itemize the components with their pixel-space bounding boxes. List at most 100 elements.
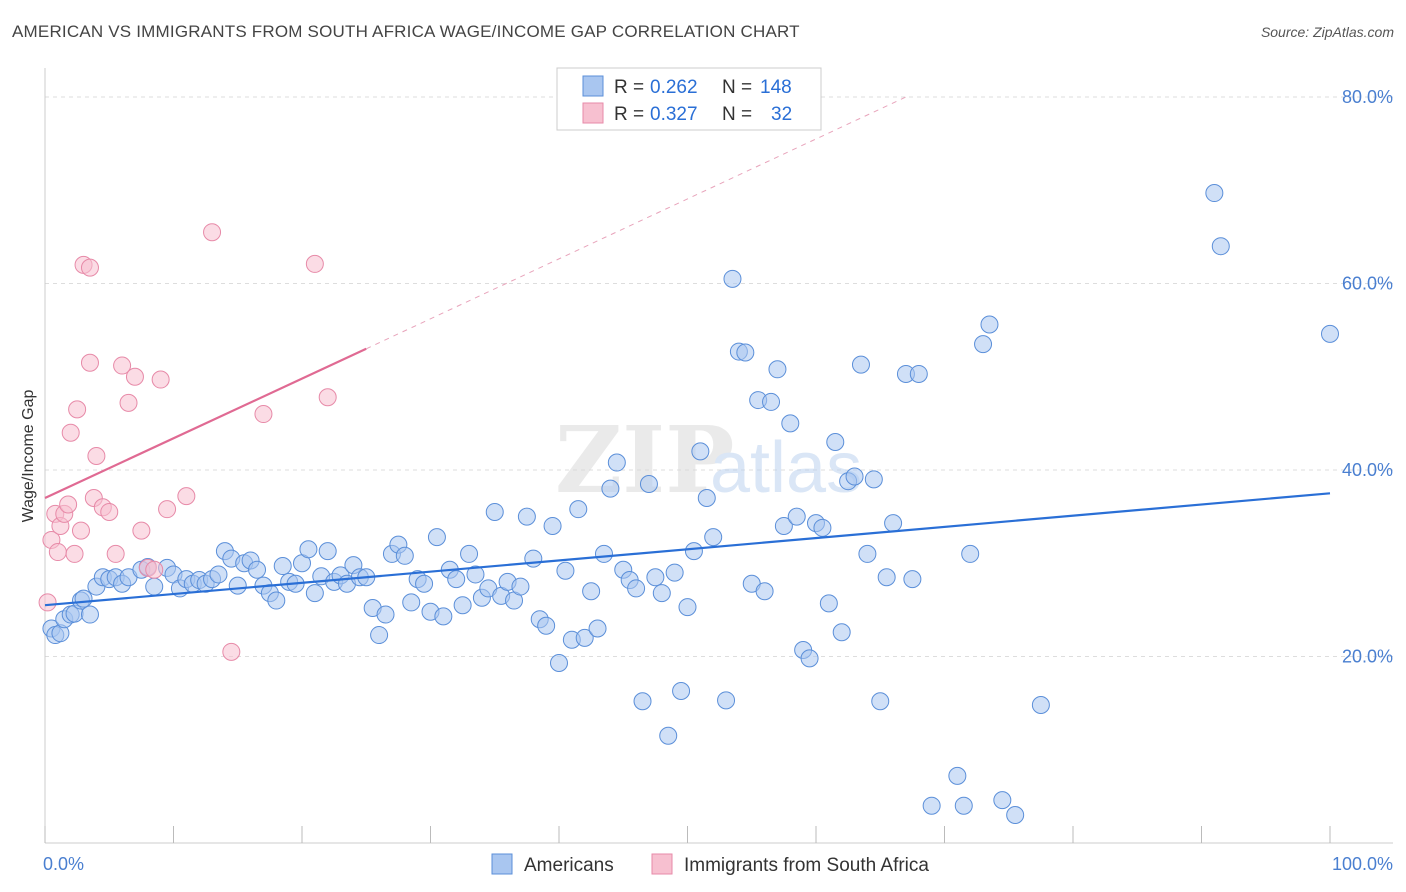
south-africa-point <box>318 388 337 407</box>
american-point <box>305 584 324 603</box>
american-point <box>633 692 652 711</box>
american-point <box>273 557 292 576</box>
series-legend: Americans Immigrants from South Africa <box>491 853 929 876</box>
american-point <box>948 766 967 785</box>
south-africa-point <box>87 447 106 466</box>
legend-r-label-2: R = <box>614 104 644 125</box>
x-tick-label: 100.0% <box>1332 854 1393 874</box>
american-point <box>427 528 446 547</box>
american-point <box>537 616 556 635</box>
bottom-legend-label-americans: Americans <box>524 855 614 876</box>
american-point <box>871 692 890 711</box>
american-point <box>267 591 286 610</box>
legend-swatch-south-africa <box>582 102 604 124</box>
south-africa-point <box>222 642 241 661</box>
american-point <box>575 628 594 647</box>
american-point <box>582 582 601 601</box>
american-point <box>851 355 870 374</box>
south-africa-trend-line <box>44 347 367 499</box>
american-point <box>993 791 1012 810</box>
legend-n-value-1: 148 <box>760 77 792 98</box>
american-point <box>961 544 980 563</box>
south-africa-point <box>80 258 99 277</box>
american-point <box>672 682 691 701</box>
american-point <box>594 544 613 563</box>
americans-trend-line <box>44 492 1331 607</box>
american-point <box>588 619 607 638</box>
american-point <box>485 502 504 521</box>
south-africa-point <box>158 500 177 519</box>
american-point <box>74 589 93 608</box>
x-tick-labels: 0.0% 100.0% <box>43 854 1393 874</box>
y-axis-label: Wage/Income Gap <box>20 390 37 523</box>
bottom-legend-swatch-south-africa <box>651 853 673 875</box>
american-point <box>318 542 337 561</box>
american-point <box>402 593 421 612</box>
american-point <box>826 433 845 452</box>
grid-lines <box>45 96 1393 657</box>
bottom-legend-swatch-americans <box>491 853 513 875</box>
south-africa-point <box>71 521 90 540</box>
american-point <box>819 594 838 613</box>
american-point <box>832 623 851 642</box>
american-point <box>768 360 787 379</box>
legend-swatch-americans <box>582 75 604 97</box>
american-point <box>601 479 620 498</box>
south-africa-point <box>61 423 80 442</box>
south-africa-trend-extension <box>366 96 907 350</box>
american-point <box>864 470 883 489</box>
american-point <box>717 691 736 710</box>
american-point <box>858 544 877 563</box>
south-africa-point <box>106 544 125 563</box>
american-point <box>697 488 716 507</box>
american-point <box>787 507 806 526</box>
south-africa-point <box>125 367 144 386</box>
y-tick-label: 20.0% <box>1342 647 1393 667</box>
legend-n-label-1: N = <box>722 77 752 98</box>
data-points <box>38 184 1339 825</box>
x-tick-label: 0.0% <box>43 854 84 874</box>
american-point <box>524 549 543 568</box>
american-point <box>145 577 164 596</box>
american-point <box>774 516 793 535</box>
stats-legend: R = 0.262 N = 148 R = 0.327 N = 32 <box>556 67 822 131</box>
american-point <box>376 605 395 624</box>
american-point <box>415 574 434 593</box>
american-point <box>370 626 389 645</box>
american-point <box>922 796 941 815</box>
american-point <box>762 392 781 411</box>
south-africa-point <box>151 370 170 389</box>
american-point <box>517 507 536 526</box>
south-africa-point <box>48 543 67 562</box>
american-point <box>543 516 562 535</box>
trend-lines <box>44 96 1331 607</box>
south-africa-point <box>119 393 138 412</box>
american-point <box>974 335 993 354</box>
south-africa-point <box>38 593 57 612</box>
american-point <box>460 544 479 563</box>
american-point <box>1006 806 1025 825</box>
american-point <box>954 796 973 815</box>
american-point <box>813 518 832 537</box>
american-point <box>877 568 896 587</box>
bottom-legend-label-south-africa: Immigrants from South Africa <box>684 855 929 876</box>
american-point <box>781 414 800 433</box>
south-africa-point <box>113 356 132 375</box>
y-tick-label: 60.0% <box>1342 274 1393 294</box>
american-point <box>447 570 466 589</box>
american-point <box>909 364 928 383</box>
south-africa-point <box>254 405 273 424</box>
american-point <box>453 596 472 615</box>
american-point <box>845 467 864 486</box>
legend-r-value-1: 0.262 <box>650 77 698 98</box>
american-point <box>550 654 568 673</box>
american-point <box>980 315 999 334</box>
south-africa-point <box>68 400 87 419</box>
american-point <box>1205 184 1224 203</box>
y-tick-label: 40.0% <box>1342 460 1393 480</box>
american-point <box>723 269 742 288</box>
south-africa-point <box>59 495 78 514</box>
american-point <box>569 500 588 519</box>
south-africa-point <box>145 560 164 579</box>
